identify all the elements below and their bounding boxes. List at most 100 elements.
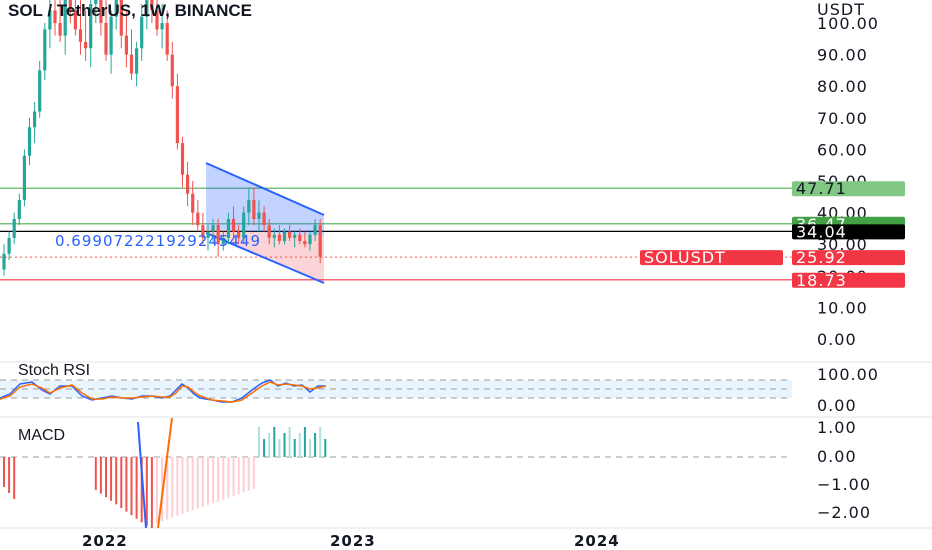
candle [262, 206, 266, 232]
macd-bar [99, 457, 102, 494]
macd-bar [125, 457, 128, 512]
candle [89, 0, 93, 68]
candle [318, 218, 322, 264]
macd-bar [130, 457, 133, 516]
candle [145, 0, 149, 30]
macd-bar [237, 457, 240, 495]
candle [313, 218, 317, 241]
macd-bar [135, 457, 138, 519]
candle [124, 10, 128, 68]
candle [48, 0, 52, 49]
channel-lower-line[interactable] [205, 232, 325, 284]
candle [267, 218, 271, 245]
macd-bar [222, 457, 225, 500]
price-tick: 30.00 [817, 235, 868, 254]
stoch-tick-0: 0.00 [817, 396, 857, 415]
candle [22, 149, 26, 207]
macd-bar [314, 433, 317, 457]
candle [53, 0, 57, 36]
macd-bar [293, 439, 296, 457]
price-tag-high-bg [792, 181, 905, 197]
candle [68, 0, 72, 23]
candle [221, 231, 225, 251]
candle [58, 0, 62, 42]
candle [7, 231, 11, 260]
stoch-d-line [0, 381, 327, 403]
price-tick: 70.00 [817, 109, 868, 128]
candle [186, 162, 190, 207]
macd-bar [176, 457, 179, 516]
stoch-rsi-pane[interactable]: Stoch RSI 100.00 0.00 [0, 362, 879, 415]
macd-tick-neg1: −1.00 [817, 475, 871, 494]
macd-bar [288, 427, 291, 457]
macd-bar [140, 457, 143, 523]
candle [308, 231, 312, 251]
macd-bar [191, 457, 194, 511]
channel-upper-fill [206, 163, 324, 236]
candle [155, 0, 159, 36]
candle [170, 42, 174, 99]
candle [43, 23, 47, 80]
price-tag-black-bg [792, 224, 905, 240]
horizontal-levels [0, 187, 792, 281]
candle [226, 212, 230, 245]
macd-bar [94, 457, 97, 490]
candle [282, 228, 287, 245]
macd-pane[interactable]: MACD 1.00 0.00 −1.00 −2.00 [0, 417, 871, 530]
candle [231, 206, 236, 238]
macd-bar [319, 427, 322, 457]
candle [288, 225, 292, 241]
candle [2, 244, 6, 276]
price-tick: 100.00 [817, 14, 879, 33]
price-tick: 0.00 [817, 330, 857, 349]
macd-line [137, 421, 147, 529]
candle [160, 4, 164, 49]
price-tag-last: 25.92 [796, 248, 847, 267]
macd-bar [201, 457, 204, 507]
candle [114, 0, 118, 30]
price-tick: 60.00 [817, 140, 868, 159]
price-axis[interactable]: USDT 100.0090.0080.0070.0060.0050.0040.0… [817, 0, 879, 349]
macd-bar [258, 427, 260, 457]
price-tag-black: 34.04 [796, 222, 847, 241]
macd-bar [217, 457, 220, 502]
macd-tick-1: 1.00 [817, 418, 857, 437]
candle [73, 0, 77, 36]
candle [175, 73, 179, 150]
price-tag-low-bg [792, 272, 905, 288]
macd-signal-line [157, 417, 173, 529]
channel-upper-line[interactable] [205, 162, 325, 216]
macd-bar [207, 457, 209, 505]
currency-label: USDT [817, 0, 865, 19]
stoch-rsi-label: Stoch RSI [18, 362, 90, 379]
candle [298, 228, 302, 245]
stoch-tick-100: 100.00 [817, 365, 879, 384]
price-tag-high: 47.71 [796, 179, 847, 198]
macd-bar [268, 433, 271, 457]
candles [2, 0, 322, 276]
macd-bar [186, 457, 189, 513]
time-label-2023: 2023 [330, 532, 376, 550]
candle [206, 225, 210, 251]
candle [99, 0, 103, 36]
macd-bar [145, 457, 148, 526]
price-pane[interactable]: 0.699072221929245449 SOL / TetherUS, 1W,… [0, 0, 792, 284]
candle [94, 0, 98, 23]
time-label-2022: 2022 [82, 532, 128, 550]
time-axis[interactable]: 2022 2023 2024 [82, 0, 620, 550]
symbol-tag: SOLUSDT [644, 248, 726, 267]
macd-bar [3, 457, 5, 487]
candle [33, 102, 37, 144]
macd-bar [13, 457, 16, 499]
macd-histogram [3, 427, 327, 528]
macd-bar [156, 457, 158, 523]
macd-bar [120, 457, 123, 508]
candle [109, 10, 113, 74]
candle [277, 225, 281, 245]
macd-bar [247, 457, 250, 491]
macd-bar [8, 457, 11, 493]
candle [191, 181, 195, 226]
candle [135, 42, 139, 87]
price-tick: 80.00 [817, 77, 868, 96]
